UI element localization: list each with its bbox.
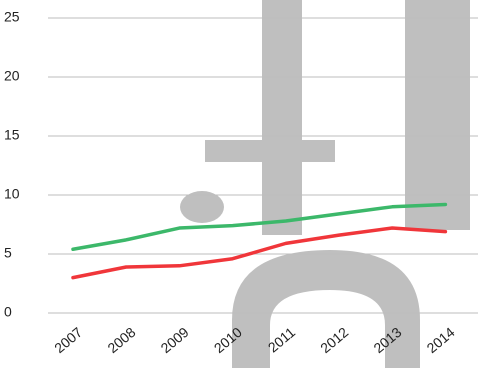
- series-line: [71, 226, 448, 280]
- x-tick-label: 2009: [158, 324, 192, 356]
- watermark-shape: [232, 250, 420, 368]
- x-tick-label: 2007: [51, 324, 85, 356]
- y-tick-label: 25: [4, 9, 20, 25]
- watermark-shape: [405, 0, 470, 230]
- series-line: [71, 202, 448, 252]
- y-tick-label: 20: [4, 68, 20, 84]
- watermark-shape: [262, 0, 302, 235]
- x-tick-label: 2014: [424, 324, 458, 356]
- y-tick-label: 5: [4, 245, 12, 261]
- watermark-shape: [205, 140, 335, 162]
- y-tick-label: 0: [4, 304, 12, 320]
- y-tick-label: 15: [4, 127, 20, 143]
- watermark: [180, 0, 470, 368]
- x-tick-label: 2008: [104, 324, 138, 356]
- y-tick-label: 10: [4, 186, 20, 202]
- x-tick-label: 2012: [317, 324, 351, 356]
- watermark-shape: [180, 191, 224, 223]
